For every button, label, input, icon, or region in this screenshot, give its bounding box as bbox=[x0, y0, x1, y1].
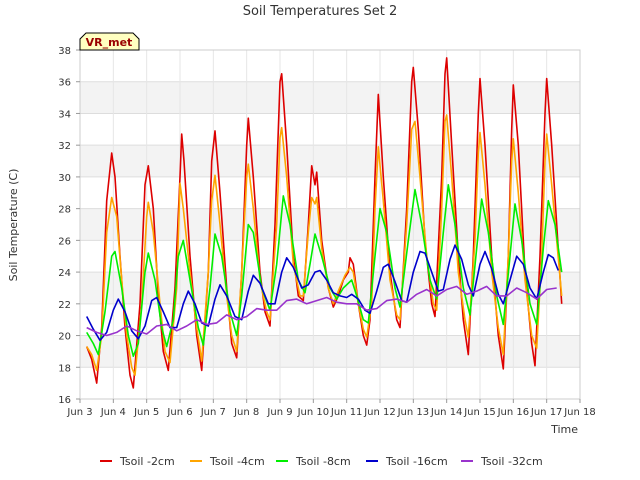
chart-title: Soil Temperatures Set 2 bbox=[243, 4, 398, 19]
series-layer bbox=[85, 57, 563, 389]
plot-frame bbox=[79, 49, 581, 400]
y-tick-label: 32 bbox=[58, 141, 71, 152]
station-badge: VR_met bbox=[79, 32, 140, 51]
y-tick-label: 34 bbox=[58, 109, 71, 120]
x-tick-label: Jun 17 bbox=[530, 407, 563, 418]
legend: Tsoil -2cm Tsoil -4cm Tsoil -8cm Tsoil -16c… bbox=[100, 455, 543, 468]
y-tick-label: 24 bbox=[58, 268, 71, 279]
y-tick-label: 26 bbox=[58, 236, 71, 247]
y-tick-label: 38 bbox=[58, 46, 71, 57]
station-badge-shape bbox=[79, 32, 140, 51]
x-tick-label: Jun 11 bbox=[330, 407, 363, 418]
x-tick-label: Jun 8 bbox=[233, 407, 259, 418]
x-tick-label: Jun 6 bbox=[166, 407, 192, 418]
plot-bands bbox=[80, 81, 580, 368]
x-tick-label: Jun 14 bbox=[430, 407, 463, 418]
legend-label: Tsoil -8cm bbox=[295, 455, 351, 468]
x-tick-label: Jun 5 bbox=[133, 407, 159, 418]
y-tick-label: 30 bbox=[58, 173, 71, 184]
x-axis-label: Time bbox=[550, 423, 578, 436]
y-tick-label: 20 bbox=[58, 332, 71, 343]
legend-label: Tsoil -2cm bbox=[119, 455, 175, 468]
x-tick-label: Jun 18 bbox=[563, 407, 596, 418]
station-label: VR_met bbox=[86, 36, 133, 49]
x-tick-label: Jun 4 bbox=[100, 407, 126, 418]
x-tick-label: Jun 16 bbox=[497, 407, 530, 418]
x-tick-label: Jun 3 bbox=[66, 407, 92, 418]
plot-band bbox=[80, 208, 580, 241]
y-axis-ticks: 16 18 20 22 24 26 28 30 32 34 36 38 bbox=[58, 46, 80, 406]
y-tick-label: 36 bbox=[58, 78, 71, 89]
y-tick-label: 16 bbox=[58, 395, 71, 406]
x-tick-label: Jun 7 bbox=[200, 407, 226, 418]
legend-label: Tsoil -4cm bbox=[209, 455, 265, 468]
x-tick-label: Jun 9 bbox=[266, 407, 292, 418]
legend-label: Tsoil -32cm bbox=[480, 455, 543, 468]
x-axis-ticks: Jun 3 Jun 4 Jun 5 Jun 6 Jun 7 Jun 8 Jun 9 Jun 1… bbox=[66, 399, 596, 418]
series-line-3 bbox=[86, 184, 563, 357]
plot-band bbox=[80, 145, 580, 177]
y-tick-label: 28 bbox=[58, 205, 71, 216]
x-tick-label: Jun 13 bbox=[397, 407, 430, 418]
x-tick-label: Jun 10 bbox=[297, 407, 330, 418]
y-axis-label: Soil Temperature (C) bbox=[7, 169, 20, 282]
x-tick-label: Jun 12 bbox=[363, 407, 396, 418]
x-tick-label: Jun 15 bbox=[463, 407, 496, 418]
plot-band bbox=[80, 81, 580, 114]
y-tick-label: 22 bbox=[58, 300, 71, 311]
series-line-4 bbox=[85, 244, 560, 342]
legend-label: Tsoil -16cm bbox=[385, 455, 448, 468]
y-tick-label: 18 bbox=[58, 363, 71, 374]
series-line-5 bbox=[86, 285, 557, 337]
